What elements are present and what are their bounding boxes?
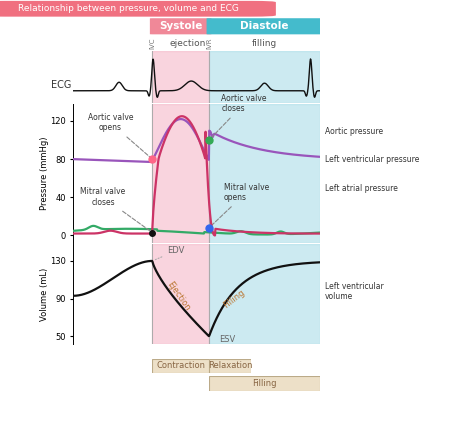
- Y-axis label: Pressure (mmHg): Pressure (mmHg): [40, 137, 49, 210]
- Text: Aortic pressure: Aortic pressure: [325, 127, 383, 136]
- FancyBboxPatch shape: [150, 18, 211, 34]
- Text: IVR: IVR: [206, 38, 212, 49]
- Text: Systole: Systole: [159, 21, 202, 31]
- Text: Left atrial pressure: Left atrial pressure: [325, 184, 398, 193]
- Text: Diastole: Diastole: [240, 21, 289, 31]
- Text: Contraction: Contraction: [156, 361, 205, 371]
- Text: EDV: EDV: [155, 247, 184, 260]
- FancyBboxPatch shape: [209, 376, 320, 391]
- FancyBboxPatch shape: [0, 1, 276, 17]
- Y-axis label: Volume (mL): Volume (mL): [39, 267, 48, 321]
- Bar: [209, 51, 320, 103]
- Text: Left ventricular pressure: Left ventricular pressure: [325, 155, 419, 164]
- Bar: [209, 104, 320, 243]
- Bar: [209, 244, 320, 344]
- Text: filling: filling: [252, 39, 277, 48]
- Text: Relationship between pressure, volume and ECG: Relationship between pressure, volume an…: [18, 4, 238, 13]
- Text: Aortic valve
closes: Aortic valve closes: [211, 94, 267, 138]
- Text: Mitral valve
closes: Mitral valve closes: [81, 187, 150, 231]
- Bar: [152, 244, 209, 344]
- Text: ECG: ECG: [51, 80, 72, 90]
- Text: Relaxation: Relaxation: [208, 361, 252, 371]
- Text: Mitral valve
opens: Mitral valve opens: [211, 183, 269, 226]
- Text: Left ventricular
volume: Left ventricular volume: [325, 282, 383, 301]
- FancyBboxPatch shape: [207, 18, 322, 34]
- Text: Filling: Filling: [252, 379, 277, 388]
- Text: ESV: ESV: [219, 335, 235, 344]
- Text: IVC: IVC: [149, 38, 155, 49]
- Bar: [152, 51, 209, 103]
- FancyBboxPatch shape: [209, 359, 251, 373]
- Text: ejection: ejection: [170, 39, 206, 48]
- Text: Filling: Filling: [221, 288, 246, 310]
- Text: Aortic valve
opens: Aortic valve opens: [88, 113, 150, 157]
- FancyBboxPatch shape: [152, 359, 209, 373]
- Bar: [152, 104, 209, 243]
- Text: Ejection: Ejection: [165, 280, 191, 313]
